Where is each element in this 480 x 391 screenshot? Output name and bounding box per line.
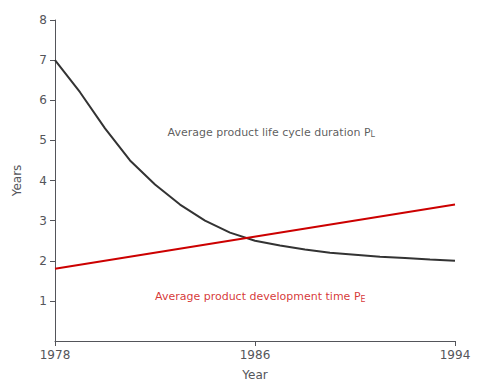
svg-text:7: 7 xyxy=(39,53,47,67)
svg-text:1986: 1986 xyxy=(240,348,271,362)
svg-text:6: 6 xyxy=(39,93,47,107)
svg-text:Year: Year xyxy=(241,368,267,382)
svg-text:E: E xyxy=(361,295,366,304)
svg-text:Years: Years xyxy=(10,165,24,198)
svg-text:3: 3 xyxy=(39,214,47,228)
svg-text:1994: 1994 xyxy=(440,348,471,362)
svg-text:5: 5 xyxy=(39,133,47,147)
svg-text:4: 4 xyxy=(39,174,47,188)
svg-text:2: 2 xyxy=(39,254,47,268)
svg-text:Average product life cycle dur: Average product life cycle duration P xyxy=(168,126,371,139)
svg-text:1978: 1978 xyxy=(40,348,71,362)
svg-text:8: 8 xyxy=(39,13,47,27)
svg-text:1: 1 xyxy=(39,294,47,308)
svg-text:Average product development ti: Average product development time P xyxy=(155,290,361,303)
svg-text:L: L xyxy=(371,130,376,139)
